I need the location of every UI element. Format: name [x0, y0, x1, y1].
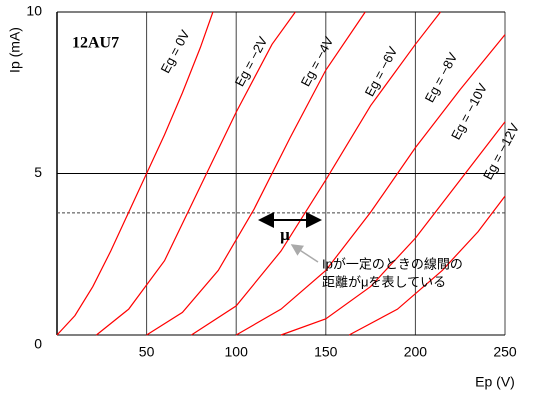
note-arrow — [290, 244, 319, 263]
x-tick-label: 250 — [493, 344, 517, 360]
note-line: Ipが一定のときの線間の — [322, 256, 463, 271]
curve-label: Eg = 0V — [157, 27, 192, 75]
curve — [96, 11, 296, 336]
curve-label: Eg = −10V — [448, 81, 490, 143]
note-line: 距離がμを表している — [322, 274, 446, 289]
curve-label: Eg = −12V — [480, 121, 522, 183]
chart-title: 12AU7 — [72, 35, 119, 52]
curve — [348, 195, 506, 336]
mu-label: μ — [280, 225, 290, 244]
curve — [191, 11, 441, 336]
x-tick-label: 50 — [139, 344, 155, 360]
x-tick-label: 100 — [225, 344, 249, 360]
y-tick-label: 0 — [34, 336, 42, 352]
curve-label: Eg = −2V — [232, 34, 271, 89]
curve-label: Eg = −4V — [298, 34, 337, 89]
curves — [56, 11, 506, 336]
curve — [280, 121, 506, 336]
y-axis-label: Ip (mA) — [7, 27, 23, 73]
x-axis-label: Ep (V) — [475, 374, 515, 390]
curve — [146, 11, 366, 336]
x-tick-label: 200 — [404, 344, 428, 360]
y-tick-label: 5 — [34, 164, 42, 180]
curve — [235, 34, 506, 336]
x-tick-label: 150 — [314, 344, 338, 360]
y-tick-label: 10 — [26, 3, 42, 19]
curve — [56, 11, 214, 336]
